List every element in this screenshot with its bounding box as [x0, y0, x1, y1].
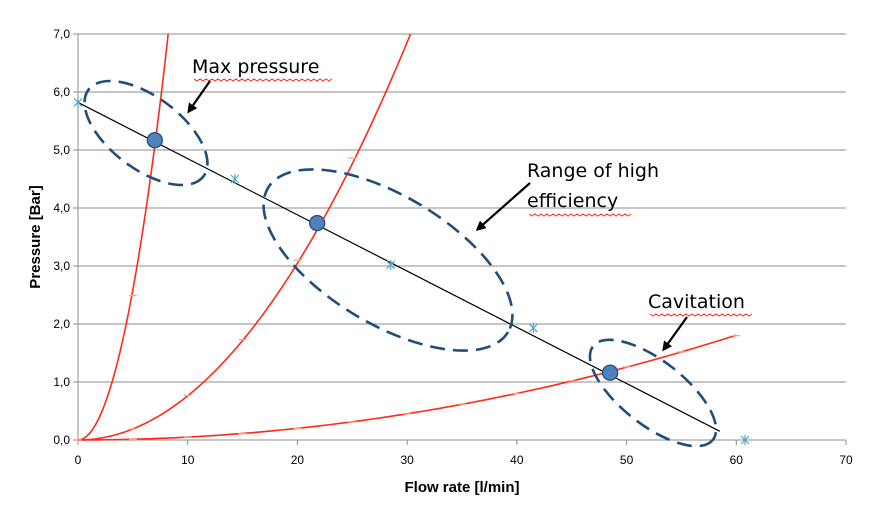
operating-point: [146, 131, 164, 149]
x-axis-title: Flow rate [l/min]: [404, 479, 519, 496]
x-tick-label: 0: [75, 453, 82, 467]
annotation-cavitation: Cavitation: [648, 291, 753, 317]
squiggle-underline: [193, 78, 333, 82]
tick-labels: 0,0 1,0 2,0 3,0 4,0 5,0 6,0 7,0 0 10 20 30 40 50 60 70: [53, 27, 853, 467]
max-pressure-arrow: [187, 80, 211, 114]
operating-points: [146, 131, 619, 381]
annotation-range-high-efficiency: Range of high efficiency: [527, 160, 659, 217]
high-efficiency-ellipse: [262, 168, 514, 352]
y-tick-label: 6,0: [53, 85, 70, 99]
high-efficiency-arrow: [475, 182, 531, 231]
pump-curve-marker: [73, 97, 83, 108]
pump-curve-marker: [528, 323, 538, 334]
y-tick-label: 2,0: [53, 317, 70, 331]
y-axis-title: Pressure [Bar]: [27, 185, 44, 288]
x-tick-label: 30: [400, 453, 414, 467]
system-curves: [74, 33, 741, 441]
squiggle-underline: [649, 313, 753, 317]
axes: [73, 33, 847, 445]
x-tick-label: 40: [510, 453, 524, 467]
y-tick-label: 3,0: [53, 259, 70, 273]
annotation-text: Max pressure: [192, 56, 319, 78]
x-tick-label: 50: [620, 453, 634, 467]
y-tick-label: 5,0: [53, 143, 70, 157]
x-tick-label: 60: [730, 453, 744, 467]
max-pressure-ellipse: [83, 79, 209, 187]
annotation-arrows: [187, 80, 688, 352]
cavitation-arrow: [662, 316, 688, 352]
x-tick-label: 20: [291, 453, 305, 467]
operating-point: [601, 364, 619, 381]
system-curve: [77, 33, 169, 441]
pump-curve-marker: [740, 435, 750, 445]
pump-curve-marker: [230, 174, 240, 184]
system-curve: [77, 33, 412, 441]
x-tick-label: 70: [839, 453, 853, 467]
y-tick-label: 0,0: [53, 433, 70, 447]
cavitation-ellipse: [588, 338, 718, 448]
y-tick-label: 1,0: [53, 375, 70, 389]
squiggle-underline: [528, 213, 632, 217]
annotation-text-line1: Range of high: [527, 160, 659, 182]
grid-lines: [78, 33, 846, 383]
y-tick-label: 4,0: [53, 201, 70, 215]
annotation-text-line2: efficiency: [527, 190, 618, 212]
annotation-max-pressure: Max pressure: [192, 56, 333, 82]
system-curve: [77, 334, 737, 441]
annotation-text: Cavitation: [648, 291, 745, 313]
highlight-ellipses: [83, 79, 718, 448]
pump-curve-marker: [386, 259, 396, 270]
x-tick-label: 10: [181, 453, 195, 467]
operating-point: [308, 214, 326, 232]
y-tick-label: 7,0: [53, 27, 70, 41]
